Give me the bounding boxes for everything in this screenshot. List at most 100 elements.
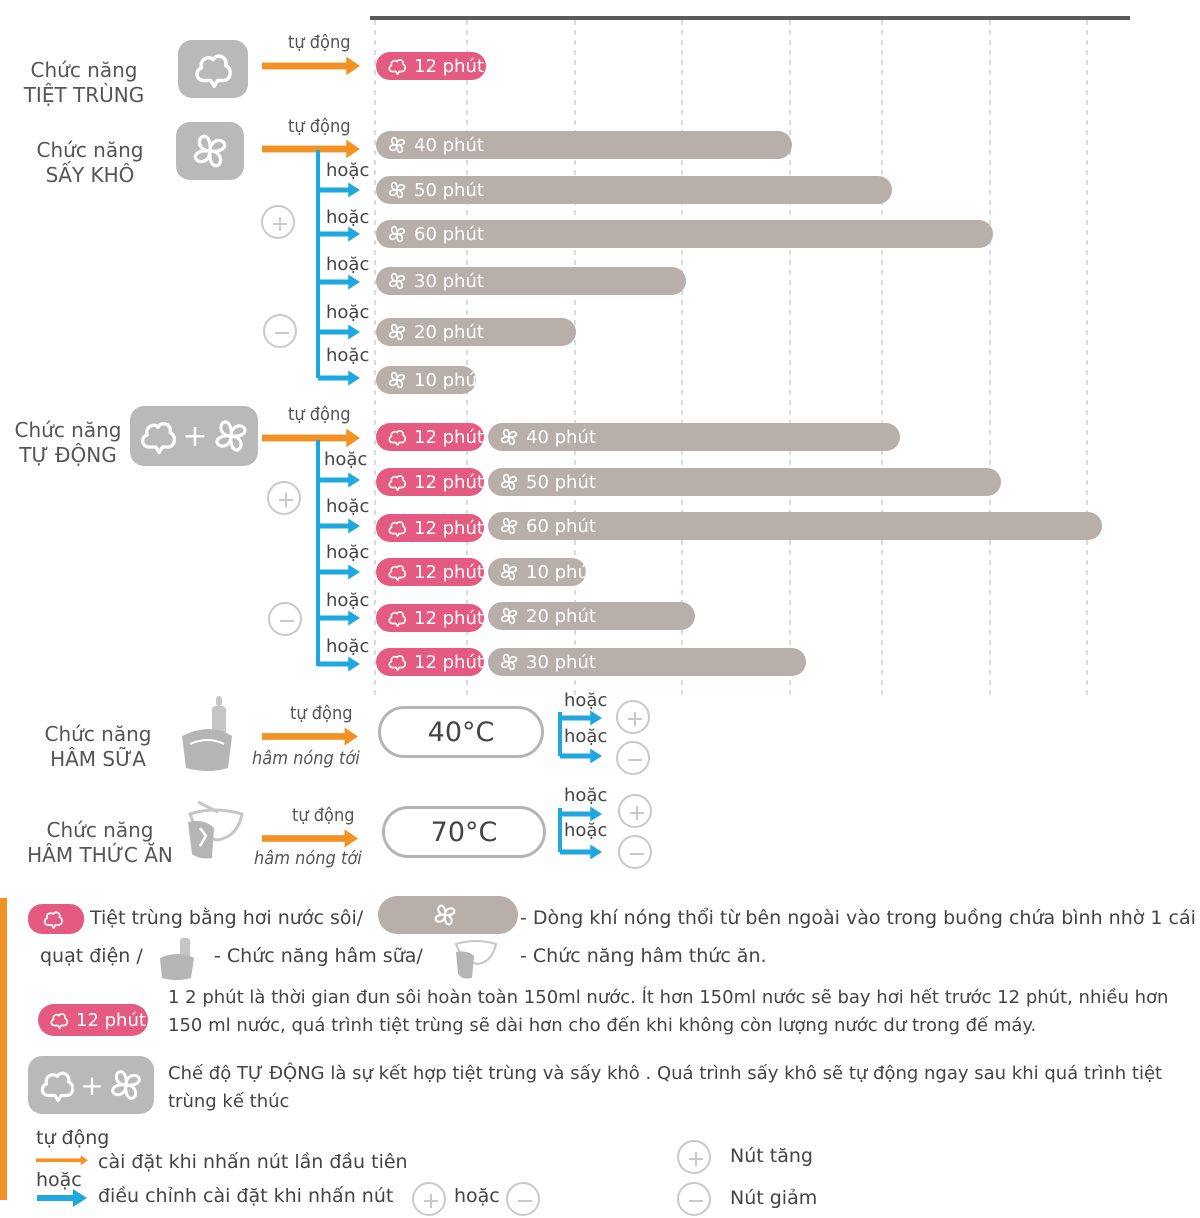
- blue-arrow-icon: [318, 272, 360, 292]
- legend-12min-badge: 12 phút: [38, 1004, 148, 1036]
- or-text: hoặc: [564, 820, 608, 841]
- auto-dry-bar: 20 phút: [488, 602, 695, 630]
- food-warmer-icon: [188, 800, 244, 859]
- legend-12min-note: 1 2 phút là thời gian đun sôi hoàn toàn …: [168, 987, 1169, 1036]
- dry-bar: 60 phút: [376, 220, 993, 248]
- heat-to-text: hâm nóng tới: [254, 848, 362, 869]
- blue-arrow-icon: [318, 470, 360, 490]
- legend-fan-text2: quạt điện /: [40, 945, 143, 967]
- or-text: hoặc: [326, 254, 370, 275]
- legend-steam-text: Tiệt trùng bằng hơi nước sôi/: [90, 907, 364, 929]
- legend-auto-note: Chế độ TỰ ĐỘNG là sự kết hợp tiệt trùng …: [168, 1063, 1163, 1112]
- auto-steam-label: 12 phút: [414, 471, 484, 493]
- bottle-warmer-icon: [160, 938, 194, 980]
- food-warmer-icon: [454, 940, 498, 979]
- blue-arrow-icon: [36, 1188, 88, 1208]
- blue-bracket: [558, 808, 562, 852]
- milk-temp-value: 40°C: [427, 716, 495, 748]
- dry-bar: 40 phút: [376, 131, 792, 159]
- auto-dry-bar: 40 phút: [488, 423, 900, 451]
- warm-food-label: Chức năng HÂM THỨC ĂN: [20, 818, 180, 868]
- legend-minus-text: Nút giảm: [730, 1187, 818, 1209]
- milk-temp-display: 40°C: [378, 706, 544, 758]
- sterilize-label-line2: TIỆT TRÙNG: [23, 83, 145, 107]
- or-text: hoặc: [326, 302, 370, 323]
- auto-dry-label: 60 phút: [526, 515, 596, 537]
- blue-arrow-icon: [560, 746, 602, 766]
- or-text: hoặc: [326, 207, 370, 228]
- sterilize-label: Chức năng TIỆT TRÙNG: [14, 58, 154, 108]
- auto-dry-bar: 60 phút: [488, 512, 1102, 540]
- auto-label-line2: TỰ ĐỘNG: [19, 443, 117, 467]
- or-text: hoặc: [326, 160, 370, 181]
- auto-steam-bar: 12 phút: [376, 423, 484, 451]
- or-text: hoặc: [564, 690, 608, 711]
- blue-arrow-icon: [318, 180, 360, 200]
- or-text: hoặc: [564, 726, 608, 747]
- or-text: hoặc: [326, 542, 370, 563]
- auto-dry-bar: 10 phút: [488, 558, 596, 586]
- heat-to-text: hâm nóng tới: [252, 748, 360, 769]
- blue-arrow-icon: [560, 842, 602, 862]
- auto-label: Chức năng TỰ ĐỘNG: [0, 418, 136, 468]
- auto-dry-label: 10 phút: [526, 561, 596, 583]
- minus-button-icon: [618, 835, 652, 869]
- minus-button-icon: [677, 1182, 711, 1216]
- food-temp-display: 70°C: [382, 806, 546, 858]
- dry-label-line1: Chức năng: [36, 138, 144, 162]
- legend-fan-icon: [378, 896, 518, 934]
- auto-steam-bar: 12 phút: [376, 648, 484, 676]
- dry-bar: 50 phút: [376, 176, 892, 204]
- plus-button-icon: [616, 700, 650, 734]
- auto-text: tự động: [290, 703, 353, 724]
- legend-food-text: - Chức năng hâm thức ăn.: [520, 945, 767, 967]
- steam-icon: [178, 40, 248, 98]
- auto-dry-label: 30 phút: [526, 651, 596, 673]
- auto-dry-label: 20 phút: [526, 605, 596, 627]
- minus-button-icon: [268, 602, 302, 636]
- legend-fan-text: - Dòng khí nóng thổi từ bên ngoài vào tr…: [520, 907, 1196, 929]
- auto-steam-label: 12 phút: [414, 517, 484, 539]
- dry-bar: 30 phút: [376, 267, 686, 295]
- blue-bracket: [316, 150, 320, 378]
- warm-food-label-line1: Chức năng: [46, 818, 154, 842]
- blue-arrow-icon: [318, 654, 360, 674]
- auto-steam-label: 12 phút: [414, 561, 484, 583]
- minus-button-icon: [263, 314, 297, 348]
- warm-food-label-line2: HÂM THỨC ĂN: [27, 843, 173, 867]
- blue-arrow-icon: [318, 608, 360, 628]
- auto-steam-label: 12 phút: [414, 651, 484, 673]
- blue-arrow-icon: [560, 708, 602, 728]
- or-text: hoặc: [324, 449, 368, 470]
- dry-label-line2: SẤY KHÔ: [45, 163, 135, 187]
- timeline-axis: [370, 16, 1130, 20]
- auto-label-line1: Chức năng: [14, 418, 122, 442]
- orange-arrow-icon: [262, 138, 360, 159]
- plus-button-icon: [267, 481, 301, 515]
- blue-bracket: [558, 712, 562, 756]
- blue-arrow-icon: [318, 368, 360, 388]
- legend-or-word: hoặc: [36, 1169, 82, 1191]
- blue-arrow-icon: [318, 516, 360, 536]
- dry-bar-label: 30 phút: [414, 270, 484, 292]
- auto-text: tự động: [288, 404, 351, 425]
- auto-dry-bar: 30 phút: [488, 648, 806, 676]
- or-text: hoặc: [326, 590, 370, 611]
- auto-steam-bar: 12 phút: [376, 604, 484, 632]
- auto-steam-bar: 12 phút: [376, 514, 484, 542]
- plus-button-icon: [412, 1182, 446, 1216]
- steam-fan-icon: +: [130, 406, 258, 466]
- dry-label: Chức năng SẤY KHÔ: [20, 138, 160, 188]
- or-text: hoặc: [564, 785, 608, 806]
- auto-text: tự động: [288, 32, 351, 53]
- legend-milk-text: - Chức năng hâm sữa/: [214, 945, 423, 967]
- plus-button-icon: [261, 205, 295, 239]
- legend-12min-label: 12 phút: [76, 1009, 146, 1031]
- dry-bar-label: 50 phút: [414, 179, 484, 201]
- blue-bracket: [316, 440, 320, 666]
- food-temp-value: 70°C: [430, 816, 498, 848]
- dry-bar: 20 phút: [376, 318, 576, 346]
- orange-arrow-icon: [262, 55, 360, 76]
- dry-bar: 10 phút: [376, 366, 484, 394]
- warm-milk-label: Chức năng HÂM SỮA: [28, 722, 168, 772]
